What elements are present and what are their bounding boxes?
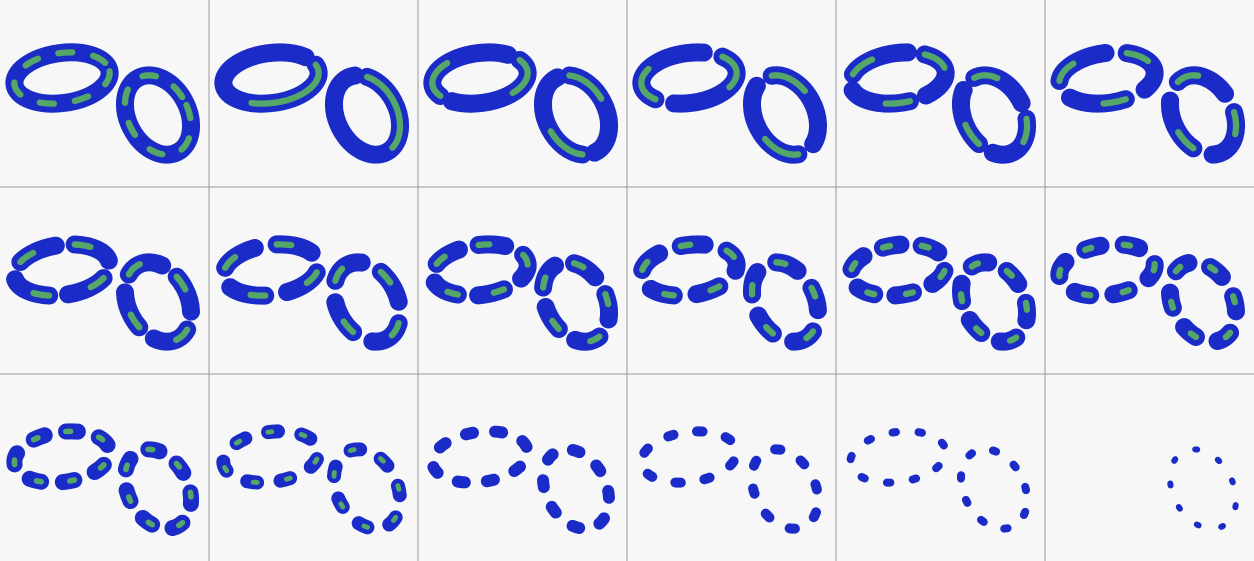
image-grid (0, 0, 1254, 561)
